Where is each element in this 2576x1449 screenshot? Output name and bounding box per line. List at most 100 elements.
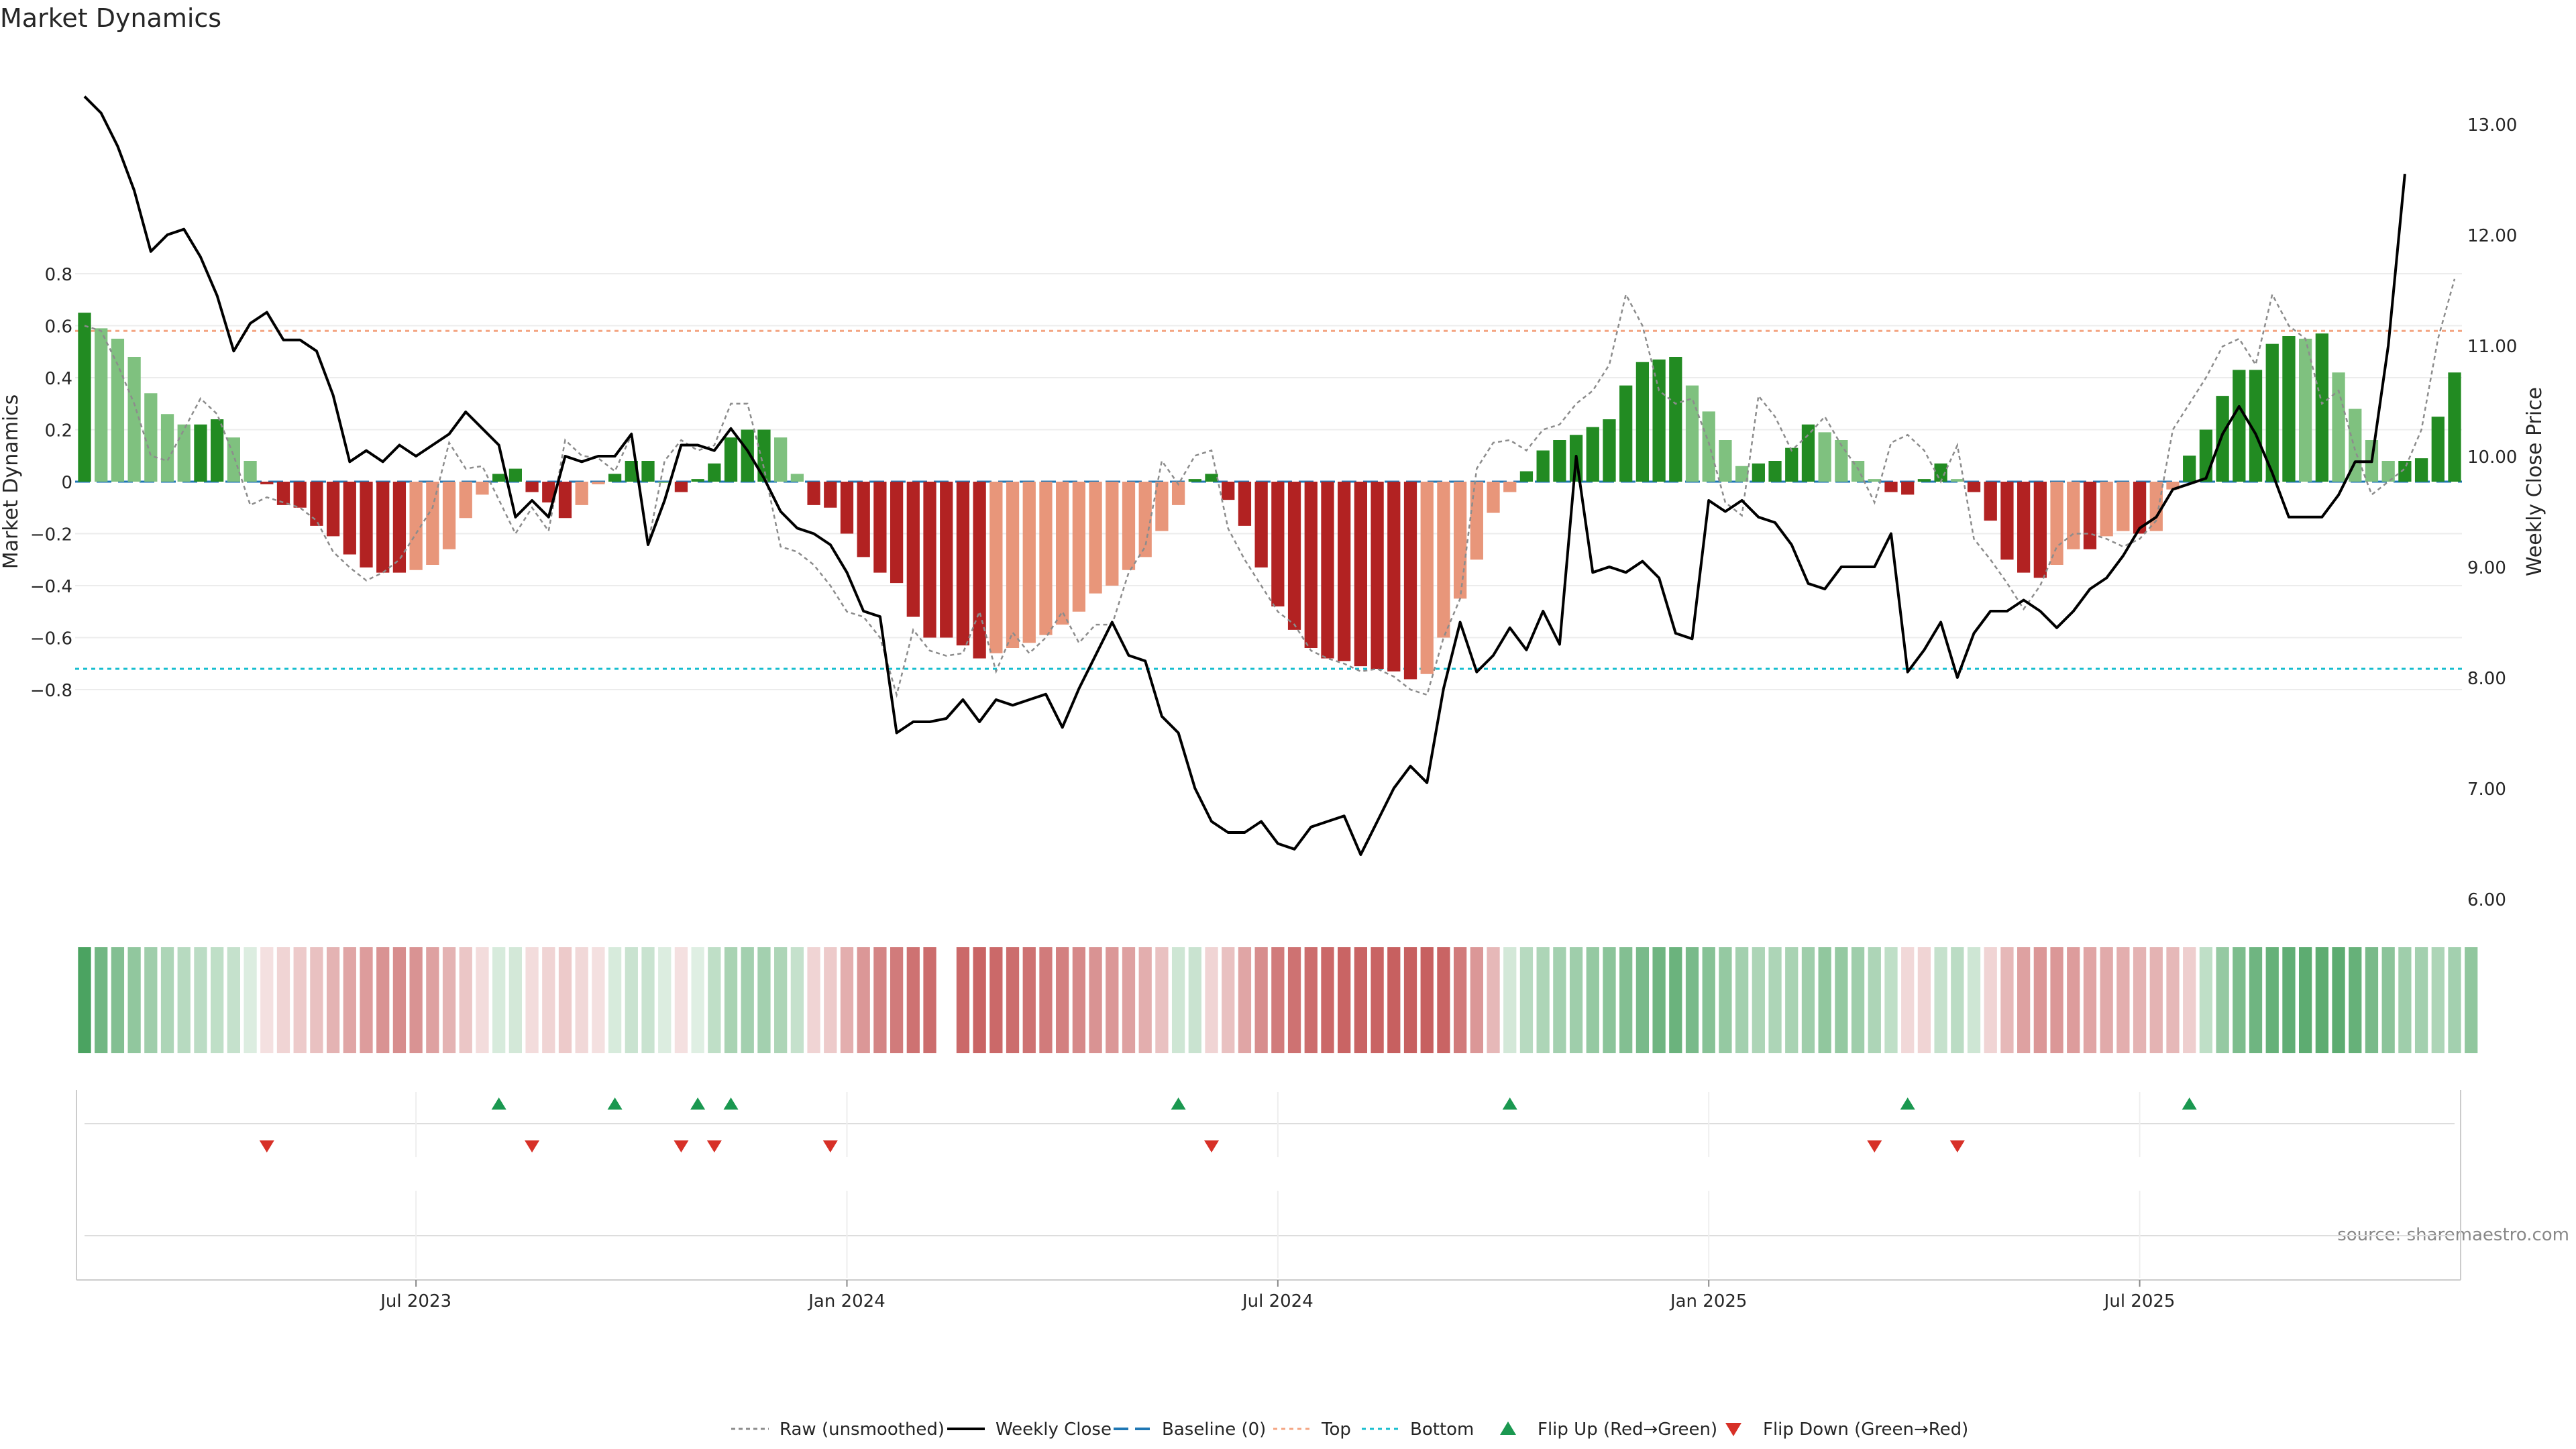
- heat-cell: [2414, 947, 2428, 1053]
- momentum-bar: [1155, 482, 1169, 531]
- heat-cell: [1519, 947, 1534, 1053]
- heat-cell: [1503, 947, 1517, 1053]
- heat-cell: [111, 947, 125, 1053]
- heat-cell: [1752, 947, 1765, 1053]
- heat-cell: [840, 947, 854, 1053]
- momentum-bar: [127, 357, 141, 482]
- heat-cell: [1453, 947, 1467, 1053]
- flip-up-marker: [1171, 1097, 1186, 1110]
- momentum-bar: [1669, 357, 1682, 482]
- chart-title: Market Dynamics: [0, 3, 221, 33]
- heat-cell: [1371, 947, 1384, 1053]
- y-left-tick-label: 0.8: [45, 265, 72, 285]
- flip-down-marker: [706, 1140, 722, 1152]
- heat-cell: [923, 947, 936, 1053]
- heat-cell: [1901, 947, 1915, 1053]
- momentum-bar: [1951, 479, 1964, 482]
- y-left-tick-label: −0.8: [30, 681, 72, 701]
- heat-cell: [2398, 947, 2412, 1053]
- momentum-bar: [2100, 482, 2113, 537]
- momentum-bar: [2332, 372, 2345, 482]
- legend-label: Weekly Close: [996, 1419, 1112, 1440]
- momentum-bar: [989, 482, 1003, 653]
- momentum-bar: [542, 482, 555, 502]
- momentum-bar: [1702, 411, 1715, 482]
- momentum-bar: [1801, 424, 1815, 482]
- heat-cell: [1635, 947, 1650, 1053]
- momentum-bar: [2083, 482, 2097, 549]
- heat-cell: [2017, 947, 2031, 1053]
- heat-cell: [625, 947, 638, 1053]
- heat-cell: [2199, 947, 2213, 1053]
- heat-cell: [244, 947, 257, 1053]
- momentum-bar: [1884, 482, 1898, 492]
- heat-cell: [790, 947, 804, 1053]
- momentum-bar: [476, 482, 489, 495]
- heat-cell: [608, 947, 622, 1053]
- momentum-bar: [1387, 482, 1401, 672]
- y-axis-right-label: Weekly Close Price: [2523, 387, 2546, 576]
- flip-down-marker: [1867, 1140, 1882, 1152]
- flip-up-marker: [2182, 1097, 2197, 1110]
- momentum-bar: [658, 482, 672, 483]
- momentum-bar: [508, 468, 522, 482]
- heat-cell: [476, 947, 489, 1053]
- y-axis-left-label: Market Dynamics: [0, 394, 23, 570]
- momentum-bar: [906, 482, 920, 617]
- heat-cell: [360, 947, 373, 1053]
- momentum-bar: [276, 482, 290, 505]
- momentum-bar: [1652, 359, 1666, 482]
- momentum-bar: [1205, 474, 1218, 482]
- heat-cell: [293, 947, 307, 1053]
- heat-cell: [1420, 947, 1434, 1053]
- heat-cell: [1138, 947, 1152, 1053]
- heat-cell: [211, 947, 224, 1053]
- momentum-bar: [1586, 427, 1599, 482]
- heat-cell: [658, 947, 672, 1053]
- heat-cell: [310, 947, 323, 1053]
- momentum-bar: [824, 482, 837, 508]
- momentum-bar: [2199, 429, 2213, 482]
- momentum-bar: [1321, 482, 1334, 659]
- momentum-bar: [724, 437, 738, 482]
- momentum-bar: [2448, 372, 2461, 482]
- heat-cell: [1967, 947, 1981, 1053]
- heat-cell: [1437, 947, 1450, 1053]
- momentum-bar: [525, 482, 539, 492]
- heat-cell: [1586, 947, 1599, 1053]
- heat-cell: [2083, 947, 2097, 1053]
- heat-cell: [260, 947, 274, 1053]
- heat-cell: [194, 947, 207, 1053]
- momentum-bar: [211, 419, 224, 482]
- heat-cell: [2216, 947, 2229, 1053]
- x-tick-label: Jul 2023: [379, 1291, 451, 1311]
- y-axis-right-ticks: 13.00 12.00 11.00 10.00 9.00 8.00 7.00 6.00: [2467, 115, 2517, 910]
- heat-cell: [708, 947, 721, 1053]
- heat-cell: [1851, 947, 1865, 1053]
- heat-cell: [1155, 947, 1169, 1053]
- heat-cell: [1884, 947, 1898, 1053]
- legend: Raw (unsmoothed) Weekly Close Baseline (0)…: [731, 1419, 1968, 1440]
- heat-cell: [1768, 947, 1782, 1053]
- momentum-bar: [857, 482, 870, 557]
- momentum-bar: [459, 482, 472, 519]
- heat-cell: [1719, 947, 1732, 1053]
- heat-cell: [575, 947, 588, 1053]
- heat-cell: [873, 947, 887, 1053]
- heat-cell: [1271, 947, 1285, 1053]
- momentum-bar: [1785, 447, 1799, 482]
- momentum-bar: [1752, 463, 1765, 482]
- y-right-tick-label: 6.00: [2467, 890, 2506, 910]
- momentum-bar: [326, 482, 340, 537]
- momentum-bar: [774, 437, 788, 482]
- heat-cell: [2050, 947, 2063, 1053]
- heat-cell: [2265, 947, 2279, 1053]
- heat-cell: [724, 947, 738, 1053]
- heat-cell: [376, 947, 390, 1053]
- heat-cell: [1171, 947, 1185, 1053]
- heat-cell: [890, 947, 904, 1053]
- momentum-bar: [625, 461, 638, 482]
- momentum-bar: [2166, 482, 2180, 490]
- momentum-bar: [1106, 482, 1119, 586]
